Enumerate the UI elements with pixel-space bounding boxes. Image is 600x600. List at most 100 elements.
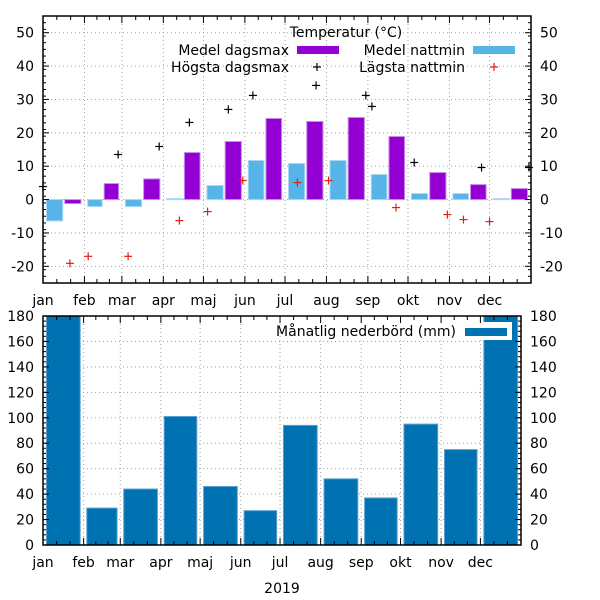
bar-medel-dagsmax-maj (224, 140, 242, 201)
x-axis-title: 2019 (264, 581, 300, 597)
point-l-gsta-nattmin (238, 176, 247, 185)
x-tick-label: nov (428, 555, 454, 571)
point-l-gsta-nattmin (459, 215, 468, 224)
legend-label-nederbord: Månatlig nederbörd (mm) (276, 323, 456, 340)
y-tick-label-left: -10 (11, 226, 34, 242)
x-tick-label: apr (149, 555, 172, 571)
bar-medel-nattmin-jul (287, 163, 306, 201)
point-h-gsta-dagsmax (367, 102, 376, 111)
legend-title: Temperatur (°C) (289, 25, 403, 41)
x-tick-label: sep (349, 555, 374, 571)
y-tick-label-right: 100 (530, 411, 557, 427)
bar-m-natlig-nederb-rd-mm--jun (243, 510, 278, 546)
y-tick-label-right: 160 (530, 334, 557, 350)
bar-medel-nattmin-jan (45, 199, 64, 222)
temperature-y-axis-right: -20 -10 0 10 20 30 40 50 (540, 26, 563, 276)
x-tick-label: jun (229, 555, 252, 571)
bar-medel-dagsmax-mar (143, 178, 161, 201)
bar-m-natlig-nederb-rd-mm--jul (282, 424, 318, 546)
legend-marker-lagsta-nattmin (490, 63, 498, 71)
bar-medel-dagsmax-sep (388, 135, 406, 201)
point-l-gsta-nattmin (203, 207, 212, 216)
y-tick-label-right: 20 (530, 513, 548, 529)
temperature-panel: -20 -10 0 10 20 30 40 50 -20 -10 0 10 20 30 40 50 jan f… (11, 15, 563, 309)
y-tick-label-left: 40 (16, 59, 34, 75)
point-l-gsta-nattmin (391, 203, 400, 212)
point-l-gsta-nattmin (443, 210, 452, 219)
y-tick-label-right: 0 (530, 538, 539, 554)
temperature-y-axis-left: -20 -10 0 10 20 30 40 50 (11, 26, 34, 276)
x-tick-label: feb (73, 293, 96, 309)
legend-label-medel-dagsmax: Medel dagsmax (178, 43, 289, 59)
point-h-gsta-dagsmax (361, 91, 370, 100)
legend-swatch-nederbord (465, 328, 507, 336)
point-l-gsta-nattmin (293, 178, 302, 187)
y-tick-label-right: 40 (530, 487, 548, 503)
point-h-gsta-dagsmax (155, 142, 164, 151)
bar-medel-dagsmax-jan (64, 199, 82, 205)
x-tick-label: mar (108, 293, 136, 309)
bar-medel-dagsmax-okt (429, 172, 447, 201)
y-tick-label-left: 10 (16, 159, 34, 175)
bar-m-natlig-nederb-rd-mm--feb (86, 507, 118, 546)
y-tick-label-right: 140 (530, 360, 557, 376)
bar-medel-nattmin-maj (206, 185, 224, 201)
bar-medel-dagsmax-feb (103, 183, 120, 201)
y-tick-label-left: 20 (16, 513, 34, 529)
y-tick-label-left: 40 (16, 487, 34, 503)
bar-medel-nattmin-mar (124, 199, 143, 208)
precipitation-x-axis: jan feb mar apr maj jun jul aug sep okt nov dec (31, 555, 493, 571)
y-tick-label-left: 160 (7, 334, 34, 350)
x-tick-label: apr (152, 293, 175, 309)
point-l-gsta-nattmin (84, 252, 93, 261)
precipitation-panel: Månatlig nederbörd (mm) 0 20 40 60 80 100 120 1… (7, 309, 556, 597)
temperature-points (39, 81, 533, 268)
x-tick-label: nov (437, 293, 463, 309)
x-tick-label: aug (307, 555, 333, 571)
bar-m-natlig-nederb-rd-mm--aug (323, 478, 359, 546)
y-tick-label-left: 30 (16, 92, 34, 108)
bar-medel-dagsmax-jul (306, 120, 324, 201)
bar-medel-nattmin-apr (166, 198, 183, 201)
point-l-gsta-nattmin (175, 216, 184, 225)
y-tick-label-left: 50 (16, 26, 34, 42)
bar-medel-nattmin-jun (247, 160, 265, 201)
precipitation-legend: Månatlig nederbörd (mm) (276, 322, 512, 340)
bar-m-natlig-nederb-rd-mm--mar (123, 488, 158, 546)
x-tick-label: okt (389, 555, 412, 571)
x-tick-label: jan (31, 555, 53, 571)
y-tick-label-left: 180 (7, 309, 34, 325)
y-tick-label-right: 10 (540, 159, 558, 175)
legend-swatch-medel-nattmin (473, 46, 515, 54)
precipitation-ticks (42, 315, 521, 546)
legend-bg (282, 322, 512, 340)
x-tick-label: dec (468, 555, 493, 571)
bar-m-natlig-nederb-rd-mm--maj (203, 485, 238, 546)
x-tick-label: jul (276, 293, 294, 309)
bar-medel-nattmin-sep (370, 174, 388, 201)
y-tick-label-left: 80 (16, 436, 34, 452)
y-tick-label-left: 0 (25, 538, 34, 554)
legend-marker-hogsta-dagsmax (313, 63, 321, 71)
y-tick-label-left: 100 (7, 411, 34, 427)
bar-medel-dagsmax-aug (347, 116, 365, 201)
legend-label-hogsta-dagsmax: Högsta dagsmax (171, 60, 289, 76)
legend-swatch-medel-dagsmax (297, 46, 339, 54)
y-tick-label-right: 180 (530, 309, 557, 325)
y-tick-label-right: 120 (530, 385, 557, 401)
temperature-ticks (42, 15, 531, 284)
bar-m-natlig-nederb-rd-mm--okt (403, 423, 439, 546)
bar-m-natlig-nederb-rd-mm--dec (483, 315, 519, 546)
point-h-gsta-dagsmax (312, 81, 321, 90)
bar-m-natlig-nederb-rd-mm--nov (443, 449, 478, 546)
x-tick-label: dec (477, 293, 502, 309)
bar-medel-dagsmax-apr (183, 152, 201, 201)
y-tick-label-right: 30 (540, 92, 558, 108)
x-tick-label: okt (397, 293, 420, 309)
point-h-gsta-dagsmax (114, 150, 123, 159)
legend-label-medel-nattmin: Medel nattmin (364, 43, 465, 59)
temperature-legend: Temperatur (°C) Medel dagsmax Medel natt… (171, 25, 515, 76)
precipitation-y-axis-right: 0 20 40 60 80 100 120 140 160 180 (530, 309, 557, 554)
point-l-gsta-nattmin (124, 252, 133, 261)
y-tick-label-right: -20 (540, 259, 563, 275)
